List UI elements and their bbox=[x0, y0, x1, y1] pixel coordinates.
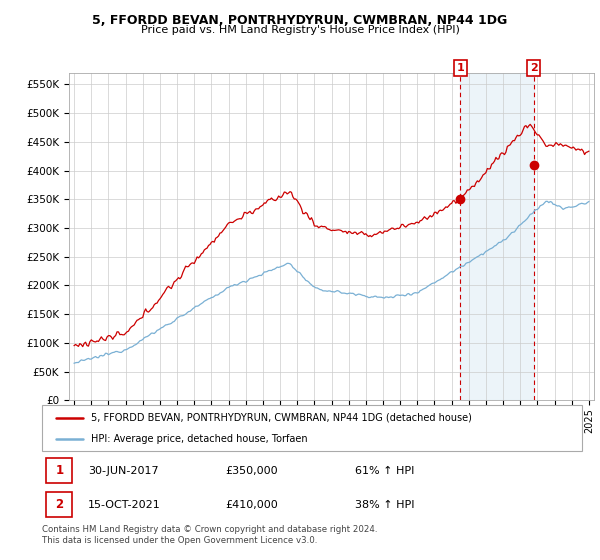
Text: £350,000: £350,000 bbox=[226, 465, 278, 475]
Text: Price paid vs. HM Land Registry's House Price Index (HPI): Price paid vs. HM Land Registry's House … bbox=[140, 25, 460, 35]
Text: Contains HM Land Registry data © Crown copyright and database right 2024.
This d: Contains HM Land Registry data © Crown c… bbox=[42, 525, 377, 545]
Text: 61% ↑ HPI: 61% ↑ HPI bbox=[355, 465, 415, 475]
Text: HPI: Average price, detached house, Torfaen: HPI: Average price, detached house, Torf… bbox=[91, 435, 307, 444]
Bar bbox=[460, 73, 534, 400]
FancyBboxPatch shape bbox=[42, 405, 582, 451]
FancyBboxPatch shape bbox=[46, 458, 72, 483]
Text: 2: 2 bbox=[530, 63, 538, 73]
Text: 5, FFORDD BEVAN, PONTRHYDYRUN, CWMBRAN, NP44 1DG: 5, FFORDD BEVAN, PONTRHYDYRUN, CWMBRAN, … bbox=[92, 14, 508, 27]
Text: 38% ↑ HPI: 38% ↑ HPI bbox=[355, 500, 415, 510]
Text: 2: 2 bbox=[55, 498, 64, 511]
Text: 15-OCT-2021: 15-OCT-2021 bbox=[88, 500, 161, 510]
Text: 5, FFORDD BEVAN, PONTRHYDYRUN, CWMBRAN, NP44 1DG (detached house): 5, FFORDD BEVAN, PONTRHYDYRUN, CWMBRAN, … bbox=[91, 413, 472, 423]
Text: 30-JUN-2017: 30-JUN-2017 bbox=[88, 465, 158, 475]
Text: £410,000: £410,000 bbox=[226, 500, 278, 510]
Text: 1: 1 bbox=[55, 464, 64, 477]
Text: 1: 1 bbox=[457, 63, 464, 73]
FancyBboxPatch shape bbox=[46, 492, 72, 517]
